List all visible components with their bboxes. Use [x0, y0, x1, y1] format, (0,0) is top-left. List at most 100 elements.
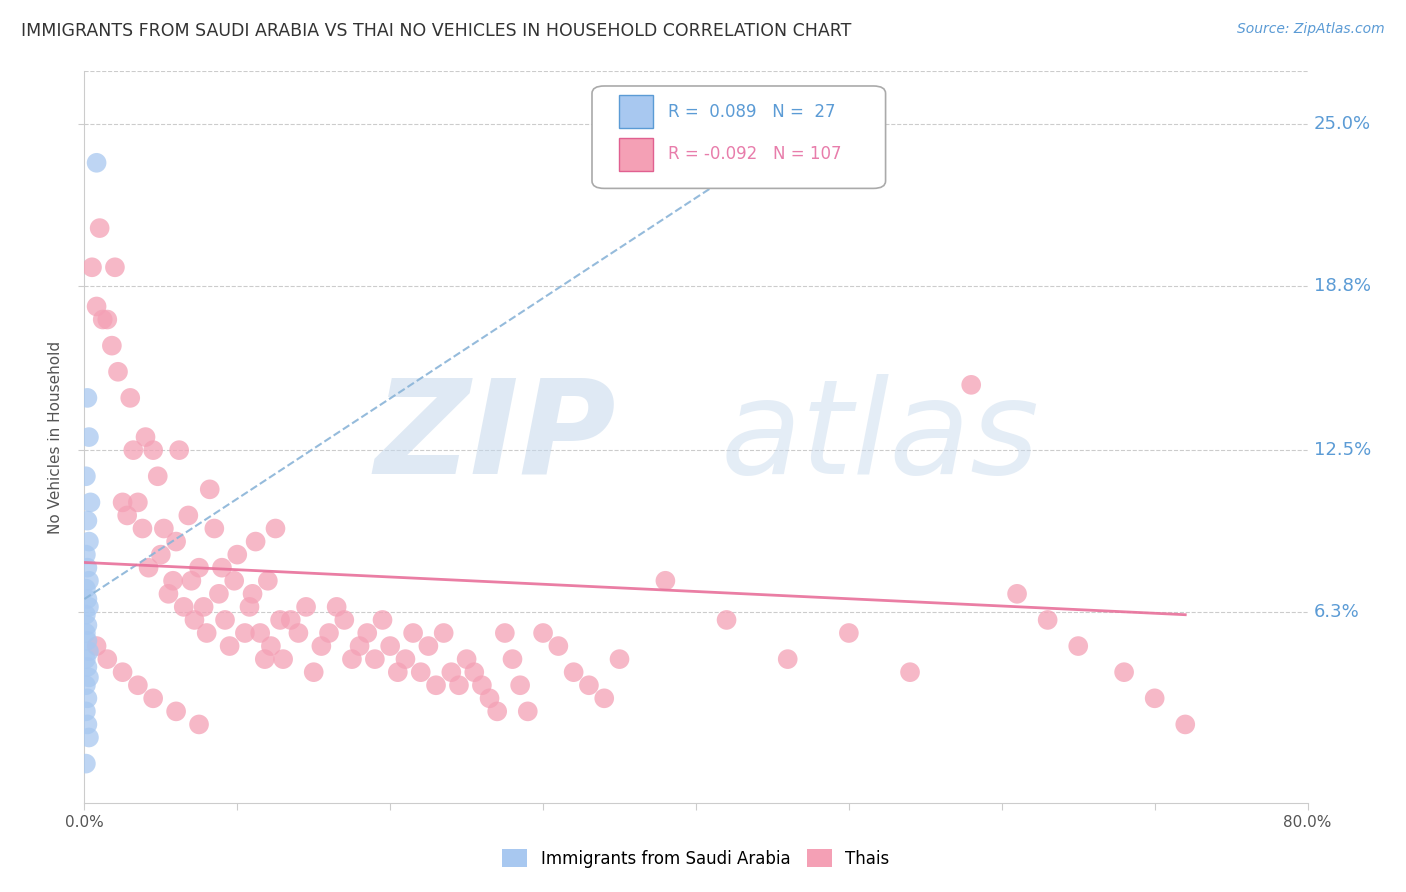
Y-axis label: No Vehicles in Household: No Vehicles in Household	[48, 341, 63, 533]
Point	[167, 443, 190, 458]
Point	[1067, 639, 1090, 653]
Text: IMMIGRANTS FROM SAUDI ARABIA VS THAI NO VEHICLES IN HOUSEHOLD CORRELATION CHART: IMMIGRANTS FROM SAUDI ARABIA VS THAI NO …	[21, 22, 852, 40]
Point	[516, 705, 538, 719]
Point	[111, 665, 134, 680]
Point	[76, 560, 98, 574]
Point	[86, 300, 108, 314]
Point	[153, 521, 176, 535]
Point	[318, 626, 340, 640]
Point	[478, 691, 501, 706]
Point	[76, 514, 98, 528]
Point	[371, 613, 394, 627]
Point	[578, 678, 600, 692]
FancyBboxPatch shape	[619, 95, 654, 128]
Point	[149, 548, 172, 562]
Point	[75, 582, 97, 596]
Point	[257, 574, 280, 588]
Point	[76, 592, 98, 607]
Text: Source: ZipAtlas.com: Source: ZipAtlas.com	[1237, 22, 1385, 37]
Point	[96, 652, 118, 666]
FancyBboxPatch shape	[619, 137, 654, 170]
Point	[311, 639, 333, 653]
Point	[287, 626, 309, 640]
Point	[226, 548, 249, 562]
Point	[120, 391, 142, 405]
Point	[77, 670, 100, 684]
Point	[142, 443, 165, 458]
Point	[838, 626, 860, 640]
FancyBboxPatch shape	[592, 86, 886, 188]
Point	[471, 678, 494, 692]
Point	[173, 599, 195, 614]
Point	[115, 508, 138, 523]
Text: R =  0.089   N =  27: R = 0.089 N = 27	[668, 103, 835, 121]
Text: atlas: atlas	[720, 374, 1039, 500]
Point	[183, 613, 205, 627]
Point	[193, 599, 215, 614]
Point	[177, 508, 200, 523]
Point	[146, 469, 169, 483]
Point	[242, 587, 264, 601]
Point	[394, 652, 416, 666]
Point	[456, 652, 478, 666]
Point	[214, 613, 236, 627]
Point	[325, 599, 347, 614]
Point	[195, 626, 218, 640]
Point	[253, 652, 276, 666]
Point	[211, 560, 233, 574]
Point	[89, 221, 111, 235]
Point	[340, 652, 363, 666]
Point	[75, 469, 97, 483]
Point	[77, 644, 100, 658]
Point	[77, 574, 100, 588]
Point	[86, 639, 108, 653]
Text: ZIP: ZIP	[375, 374, 616, 500]
Point	[271, 652, 294, 666]
Point	[295, 599, 318, 614]
Point	[107, 365, 129, 379]
Point	[80, 260, 103, 275]
Point	[180, 574, 202, 588]
Point	[165, 705, 187, 719]
Point	[76, 691, 98, 706]
Text: 12.5%: 12.5%	[1313, 442, 1371, 459]
Point	[463, 665, 485, 680]
Point	[425, 678, 447, 692]
Point	[898, 665, 921, 680]
Point	[77, 599, 100, 614]
Point	[157, 587, 180, 601]
Point	[76, 633, 98, 648]
Point	[776, 652, 799, 666]
Point	[188, 560, 211, 574]
Point	[76, 391, 98, 405]
Text: 18.8%: 18.8%	[1313, 277, 1371, 294]
Point	[440, 665, 463, 680]
Point	[418, 639, 440, 653]
Point	[162, 574, 184, 588]
Point	[198, 483, 221, 497]
Point	[547, 639, 569, 653]
Point	[402, 626, 425, 640]
Point	[218, 639, 240, 653]
Point	[165, 534, 187, 549]
Point	[1036, 613, 1059, 627]
Point	[349, 639, 371, 653]
Point	[75, 607, 97, 622]
Text: 25.0%: 25.0%	[1313, 114, 1371, 133]
Text: R = -0.092   N = 107: R = -0.092 N = 107	[668, 145, 841, 163]
Point	[302, 665, 325, 680]
Point	[75, 705, 97, 719]
Point	[433, 626, 456, 640]
Point	[86, 155, 108, 169]
Point	[1143, 691, 1166, 706]
Point	[233, 626, 256, 640]
Point	[364, 652, 387, 666]
Point	[79, 495, 101, 509]
Point	[960, 377, 983, 392]
Point	[138, 560, 160, 574]
Point	[127, 495, 149, 509]
Point	[101, 339, 124, 353]
Point	[245, 534, 267, 549]
Point	[494, 626, 516, 640]
Point	[96, 312, 118, 326]
